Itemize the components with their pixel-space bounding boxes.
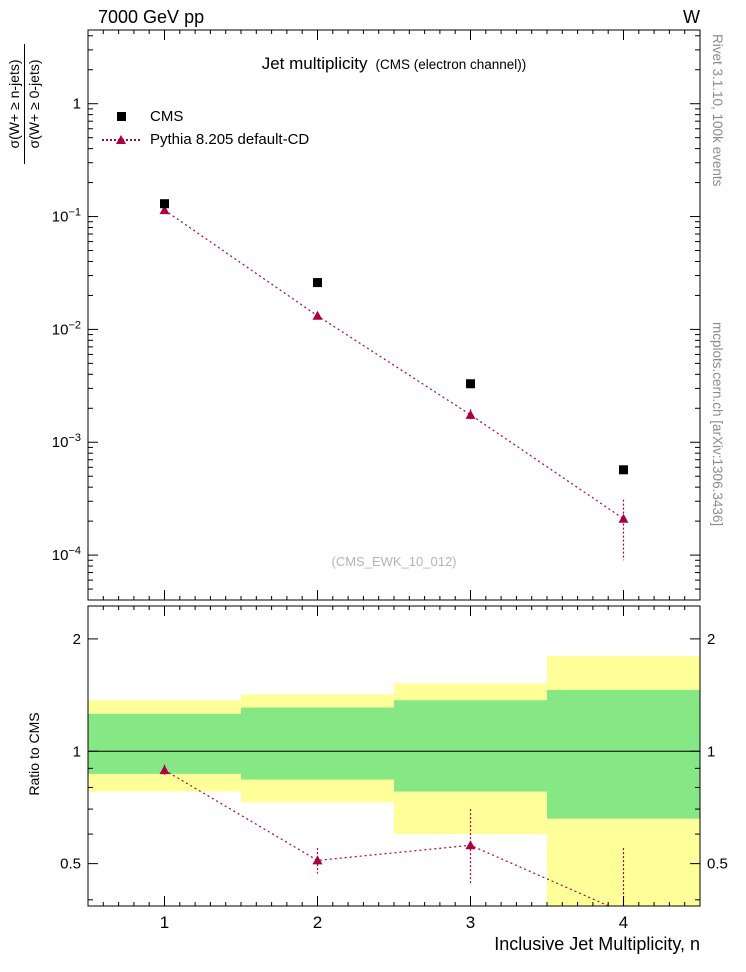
triangle-marker [312, 310, 323, 320]
mc-prediction-line [164, 209, 624, 520]
plot-subtitle-text: (CMS (electron channel)) [375, 57, 527, 72]
legend-label-pythia: Pythia 8.205 default-CD [150, 131, 310, 148]
pythia-marker-sample [102, 132, 140, 148]
main-y-axis-label: σ(W+ ≥ n-jets) σ(W+ ≥ 0-jets) [6, 28, 43, 180]
rivet-version-label: Rivet 3.1.10, 100k events [710, 34, 725, 187]
square-marker-icon [116, 112, 126, 121]
ratio-y-axis-label: Ratio to CMS [26, 712, 42, 796]
ratio-tick-label-right: 1 [707, 743, 715, 760]
triangle-marker [159, 765, 170, 775]
ratio-tick-label-right: 2 [707, 631, 715, 648]
cms-data-point [313, 278, 322, 288]
x-tick-label: 3 [466, 913, 475, 932]
triangle-marker [618, 513, 629, 523]
triangle-marker [465, 840, 476, 850]
process-label: W [683, 7, 700, 27]
uncertainty-band-green [241, 707, 394, 780]
triangle-marker [312, 855, 323, 865]
y-label-denominator: σ(W+ ≥ 0-jets) [26, 59, 42, 149]
ratio-tick-label-right: 0.5 [707, 856, 728, 873]
y-tick-label: 1 [73, 96, 81, 113]
legend: CMS Pythia 8.205 default-CD [102, 105, 309, 151]
plot-title: Jet multiplicity (CMS (electron channel)) [88, 54, 700, 74]
cms-data-point [160, 199, 169, 209]
analysis-id-watermark: (CMS_EWK_10_012) [331, 554, 457, 569]
cms-marker-sample [102, 109, 140, 125]
triangle-marker [465, 409, 476, 419]
legend-label-cms: CMS [150, 108, 184, 125]
uncertainty-band-green [547, 689, 700, 819]
legend-item-pythia: Pythia 8.205 default-CD [102, 128, 309, 151]
cms-data-point [619, 465, 628, 475]
beam-energy-label: 7000 GeV pp [98, 7, 205, 27]
ratio-tick-label-left: 0.5 [60, 856, 81, 873]
triangle-marker-icon [116, 135, 126, 144]
cms-data-point [466, 379, 475, 389]
ratio-tick-label-left: 2 [73, 631, 81, 648]
uncertainty-band-green [394, 700, 547, 792]
y-tick-label: 10−2 [52, 319, 81, 338]
fraction-bar [24, 44, 25, 164]
ratio-tick-label-left: 1 [73, 743, 81, 760]
y-tick-label: 10−4 [52, 545, 81, 564]
ratio-panel [88, 655, 700, 906]
x-tick-label: 2 [313, 913, 322, 932]
x-tick-label: 1 [160, 913, 169, 932]
x-tick-label: 4 [619, 913, 628, 932]
plot-title-text: Jet multiplicity [261, 54, 368, 73]
legend-item-cms: CMS [102, 105, 309, 128]
x-axis-label: Inclusive Jet Multiplicity, n [494, 934, 700, 954]
y-tick-label: 10−3 [52, 432, 81, 451]
mcplots-reference-label: mcplots.cern.ch [arXiv:1306.3436] [710, 322, 725, 527]
y-tick-label: 10−1 [52, 207, 81, 226]
y-label-numerator: σ(W+ ≥ n-jets) [6, 59, 22, 149]
triangle-marker [159, 205, 170, 215]
main-panel [159, 199, 629, 561]
uncertainty-band-green [88, 713, 241, 774]
